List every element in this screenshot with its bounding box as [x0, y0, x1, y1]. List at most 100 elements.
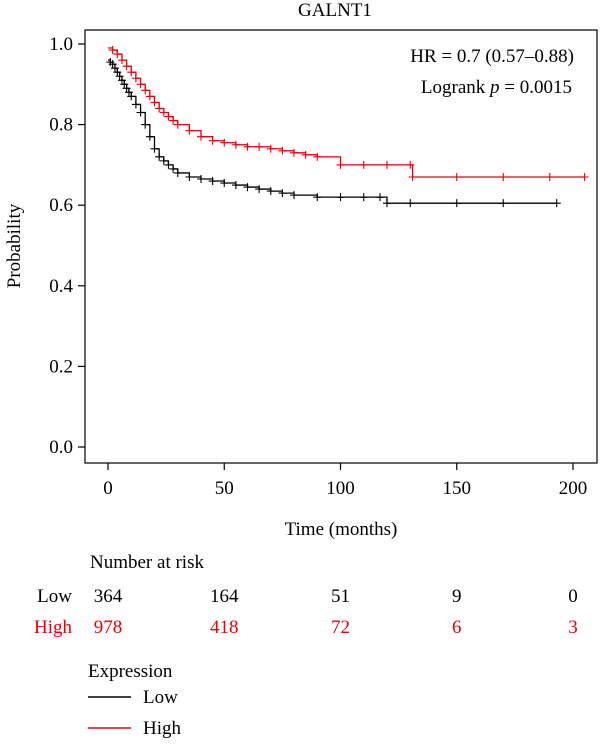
censor-mark-low — [197, 175, 205, 184]
y-tick-label: 0.8 — [49, 115, 73, 136]
y-axis-label: Probability — [4, 203, 25, 288]
x-axis: 0 50 100 150 200 — [103, 463, 587, 499]
censor-mark-low — [110, 64, 119, 73]
censor-mark-low — [220, 179, 229, 188]
censor-mark-low — [452, 199, 461, 208]
censor-mark-low — [499, 199, 508, 208]
censor-mark-low — [313, 193, 322, 202]
censor-mark-low — [145, 132, 154, 141]
legend-label-low: Low — [143, 687, 178, 708]
censor-mark-high — [150, 98, 159, 107]
censor-mark-high — [408, 172, 417, 181]
censor-mark-low — [113, 68, 122, 77]
x-tick-label: 150 — [443, 478, 472, 499]
censor-mark-high — [108, 46, 117, 55]
risk-table: Low 364 164 51 9 0 High 978 418 72 6 3 — [34, 586, 578, 638]
risk-count: 164 — [210, 586, 239, 607]
censor-mark-high — [545, 172, 554, 181]
censor-mark-high — [169, 116, 178, 125]
risk-row-label: High — [34, 617, 73, 638]
censor-mark-high — [406, 160, 415, 169]
censor-mark-high — [136, 80, 145, 89]
censor-mark-high — [336, 160, 345, 169]
censor-mark-low — [122, 84, 131, 93]
censor-mark-low — [108, 60, 117, 69]
censor-mark-low — [173, 168, 182, 177]
x-tick-label: 100 — [326, 478, 355, 499]
y-tick-label: 0.4 — [49, 276, 73, 297]
risk-count: 978 — [94, 617, 123, 638]
censor-mark-high — [197, 132, 205, 141]
censor-mark-low — [124, 88, 133, 97]
censor-mark-high — [220, 138, 229, 147]
censor-mark-low — [185, 172, 194, 181]
hr-annotation: HR = 0.7 (0.57–0.88) — [410, 46, 574, 67]
censor-mark-high — [266, 144, 275, 153]
logrank-annotation: Logrank p = 0.0015 — [421, 77, 572, 98]
logrank-prefix: Logrank — [421, 77, 490, 98]
censor-mark-low — [406, 199, 415, 208]
censor-mark-low — [127, 92, 136, 101]
risk-table-title: Number at risk — [90, 552, 204, 573]
censor-mark-high — [122, 62, 131, 71]
censor-mark-low — [136, 108, 145, 117]
censor-mark-high — [164, 112, 173, 121]
censor-mark-high — [113, 50, 122, 59]
censor-mark-high — [243, 142, 252, 151]
censor-mark-high — [359, 160, 368, 169]
censor-mark-high — [159, 108, 168, 117]
censor-mark-low — [155, 152, 164, 161]
logrank-p: p — [488, 77, 500, 98]
censor-mark-high — [127, 68, 136, 77]
series-line-high — [108, 47, 585, 178]
censor-mark-high — [301, 150, 310, 159]
censor-mark-low — [131, 100, 140, 109]
logrank-value: = 0.0015 — [500, 77, 572, 98]
censor-mark-high — [231, 140, 240, 149]
censor-mark-high — [383, 160, 391, 169]
risk-count: 418 — [210, 617, 239, 638]
censor-mark-low — [141, 120, 150, 129]
y-tick-label: 0.0 — [49, 437, 73, 458]
censor-mark-low — [383, 199, 391, 208]
censor-mark-low — [243, 183, 252, 192]
risk-count: 6 — [452, 617, 462, 638]
risk-count: 3 — [568, 617, 578, 638]
censor-mark-low — [208, 177, 217, 186]
censor-mark-high — [255, 142, 264, 151]
censor-mark-high — [173, 120, 182, 129]
censor-mark-high — [290, 148, 298, 157]
legend-title: Expression — [88, 661, 173, 682]
legend: Low High — [88, 687, 182, 739]
censor-mark-low — [278, 189, 287, 198]
censor-mark-high — [185, 126, 194, 135]
censor-mark-low — [169, 164, 178, 173]
censor-mark-low — [231, 181, 240, 190]
y-tick-label: 0.2 — [49, 356, 73, 377]
risk-count: 364 — [94, 586, 123, 607]
censor-mark-high — [208, 136, 217, 145]
censor-mark-high — [499, 172, 508, 181]
x-tick-label: 0 — [103, 478, 113, 499]
censor-mark-low — [266, 187, 275, 196]
series-layer — [106, 46, 589, 208]
risk-count: 9 — [452, 586, 462, 607]
censor-mark-low — [255, 185, 264, 194]
censor-mark-low — [359, 193, 368, 202]
censor-mark-high — [145, 92, 154, 101]
censor-mark-high — [155, 104, 164, 113]
legend-label-high: High — [143, 718, 182, 739]
censor-mark-low — [164, 160, 173, 169]
censor-mark-low — [376, 193, 385, 202]
censor-mark-high — [452, 172, 461, 181]
censor-mark-low — [115, 72, 124, 81]
censor-mark-low — [336, 193, 345, 202]
censor-mark-high — [117, 56, 126, 65]
x-tick-label: 200 — [559, 478, 588, 499]
censor-mark-low — [117, 76, 126, 85]
censor-mark-low — [290, 191, 298, 200]
risk-row-label: Low — [37, 586, 72, 607]
chart-title: GALNT1 — [298, 0, 372, 21]
censor-mark-high — [278, 146, 287, 155]
